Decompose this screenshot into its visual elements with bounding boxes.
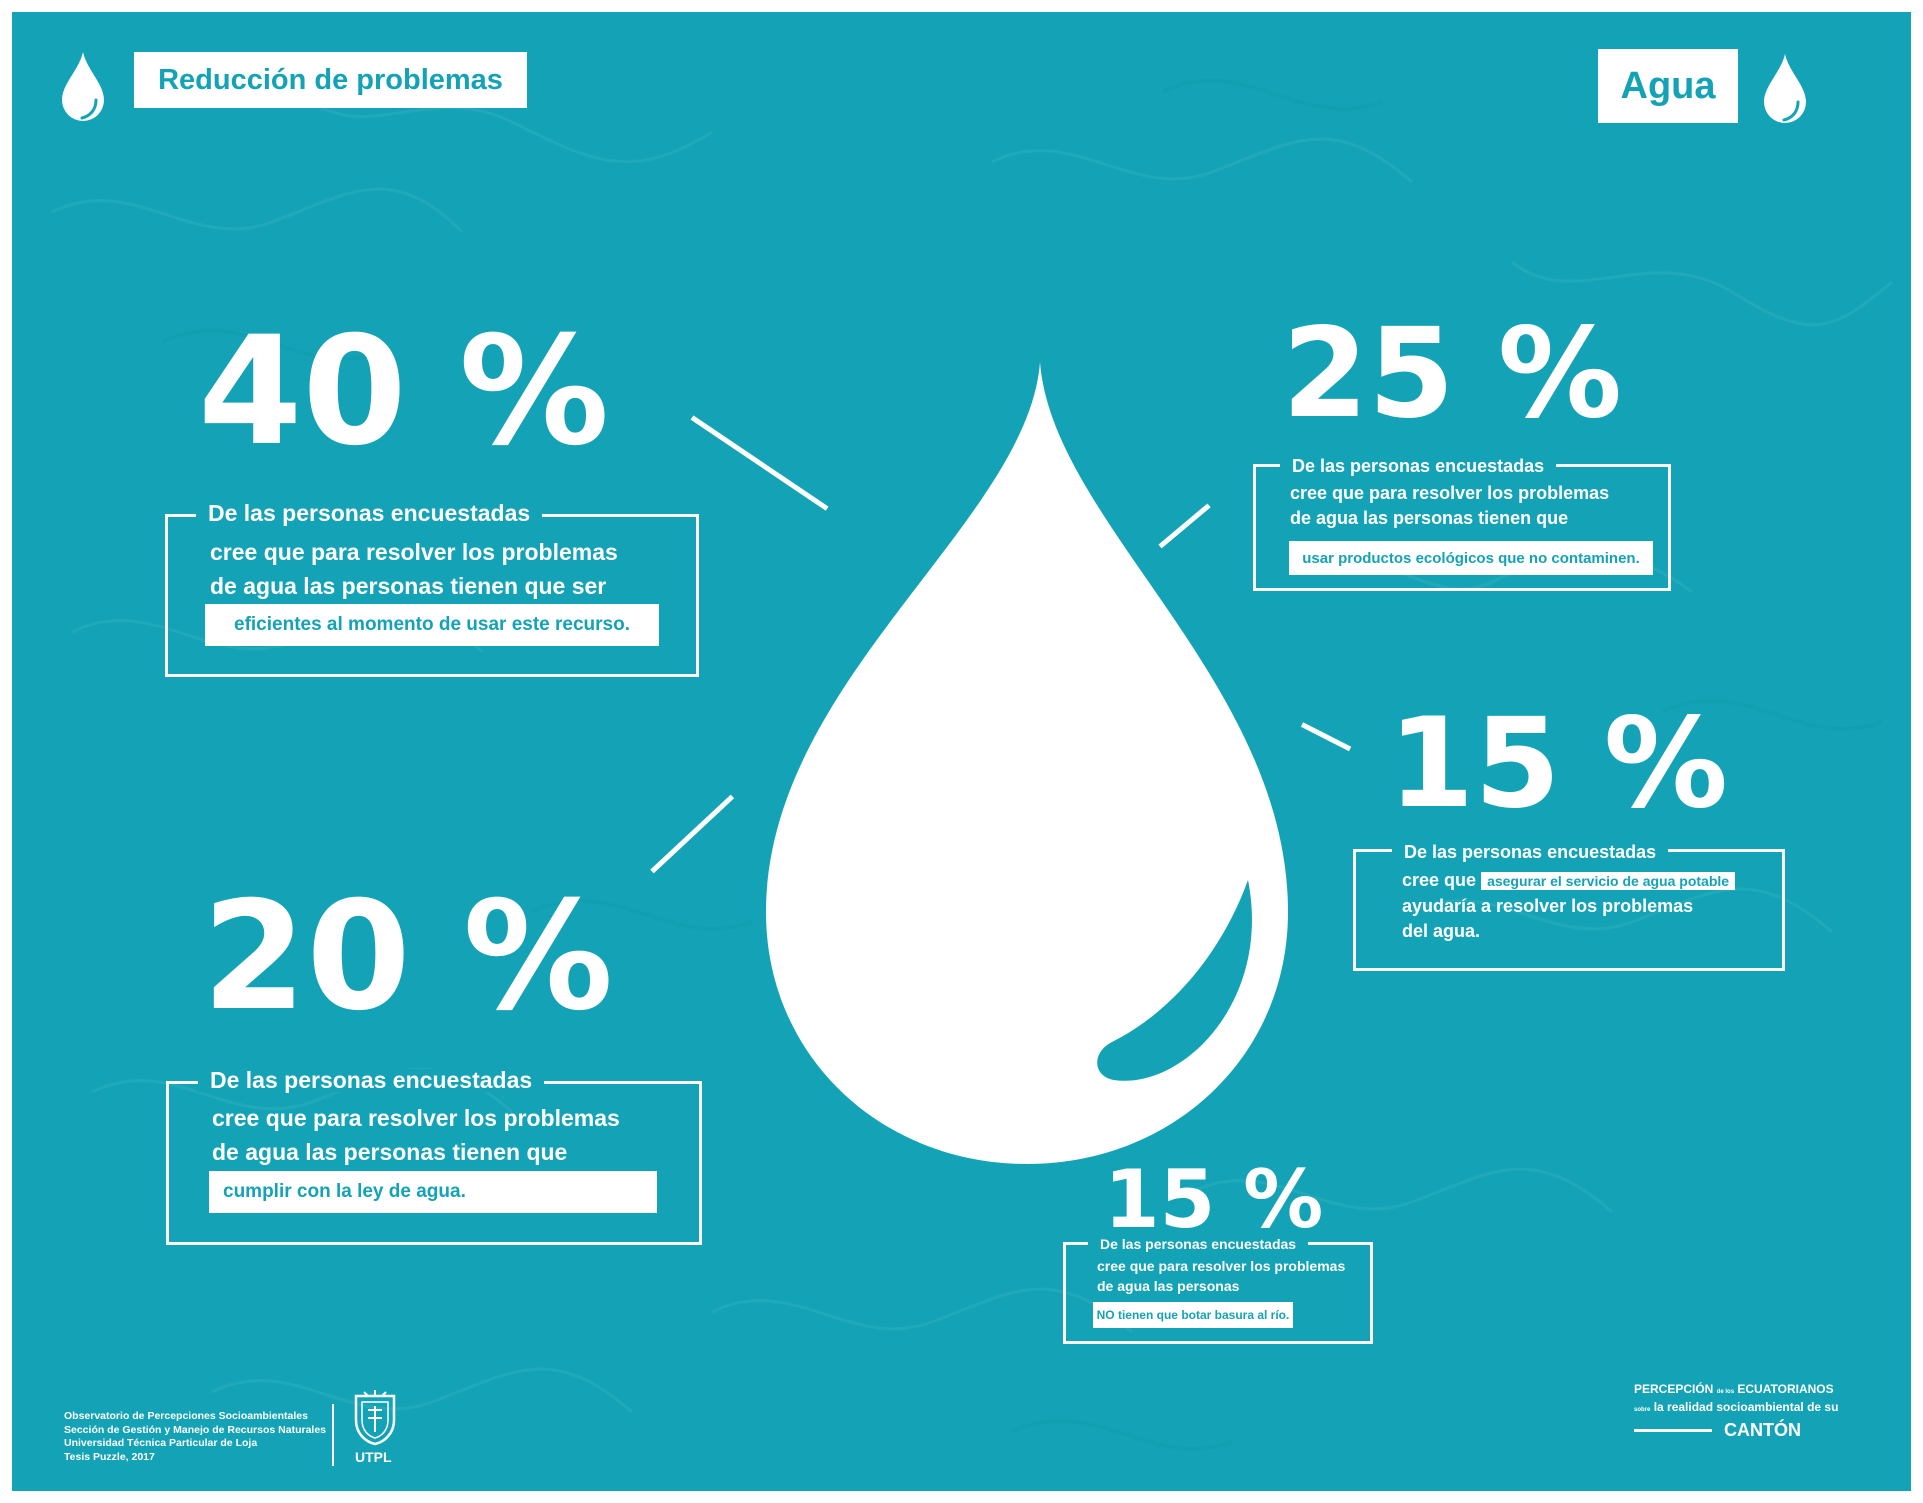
footer-divider bbox=[332, 1404, 334, 1466]
brand-logo: PERCEPCIÓN de los ECUATORIANOS sobre la … bbox=[1634, 1382, 1839, 1440]
university-short-name: UTPL bbox=[355, 1449, 392, 1465]
stat-lead-text: De las personas encuestadas bbox=[1280, 457, 1557, 475]
stat-highlight: usar productos ecológicos que no contami… bbox=[1289, 541, 1653, 575]
water-drop-icon bbox=[62, 52, 104, 121]
stat-percent: 20 % bbox=[202, 870, 614, 1044]
water-drop-icon bbox=[1764, 54, 1806, 123]
stat-highlight: asegurar el servicio de agua potable bbox=[1481, 871, 1736, 890]
stat-percent: 25 % bbox=[1282, 302, 1622, 446]
stat-lead-text: De las personas encuestadas bbox=[1088, 1237, 1309, 1251]
stat-lead-text: De las personas encuestadas bbox=[198, 1069, 545, 1092]
stat-lead-text: De las personas encuestadas bbox=[1392, 843, 1669, 861]
stat-description: cree que para resolver los problemas de … bbox=[212, 1105, 620, 1165]
stat-percent: 40 % bbox=[198, 305, 610, 479]
university-crest-icon bbox=[354, 1390, 396, 1446]
stat-percent: 15 % bbox=[1388, 692, 1728, 836]
stat-description: cree que para resolver los problemas de … bbox=[210, 539, 618, 599]
stat-description: cree que asegurar el servicio de agua po… bbox=[1402, 868, 1736, 944]
stat-highlight: cumplir con la ley de agua. bbox=[209, 1171, 657, 1213]
infographic-poster: Reducción de problemas Agua 40 % De las … bbox=[12, 12, 1911, 1491]
stat-highlight: eficientes al momento de usar este recur… bbox=[205, 604, 659, 646]
stat-percent: 15 % bbox=[1104, 1153, 1324, 1246]
stat-lead-text: De las personas encuestadas bbox=[196, 502, 543, 525]
central-water-drop-icon bbox=[766, 362, 1288, 1164]
stat-highlight: NO tienen que botar basura al río. bbox=[1093, 1302, 1293, 1328]
section-title: Reducción de problemas bbox=[134, 52, 527, 108]
stat-description: cree que para resolver los problemas de … bbox=[1290, 483, 1610, 528]
footer-credits: Observatorio de Percepciones Socioambien… bbox=[64, 1410, 327, 1463]
stat-description: cree que para resolver los problemas de … bbox=[1097, 1258, 1346, 1294]
topic-title: Agua bbox=[1598, 49, 1738, 123]
